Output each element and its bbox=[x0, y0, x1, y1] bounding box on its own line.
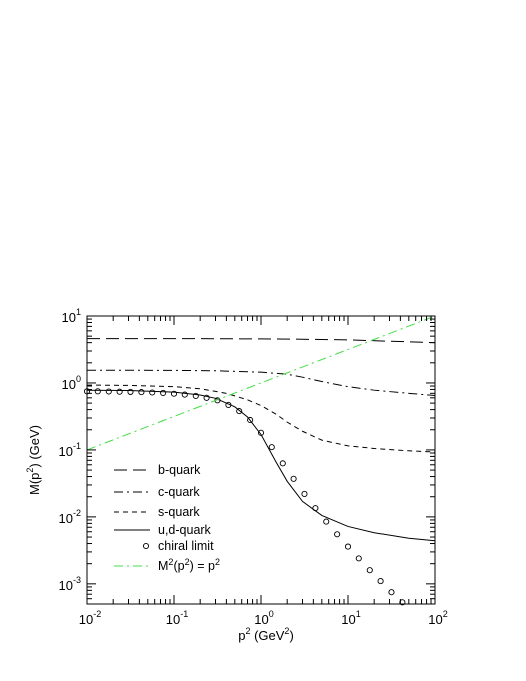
y-tick-label: 100 bbox=[62, 374, 81, 392]
chiral-limit-point bbox=[149, 389, 156, 396]
x-tick-label: 10-2 bbox=[79, 609, 101, 627]
chiral-limit-point bbox=[170, 390, 178, 397]
chiral-limit-point bbox=[399, 599, 406, 606]
y-tick-label: 10-2 bbox=[59, 508, 81, 526]
chiral-limit-point bbox=[334, 531, 341, 538]
x-axis-label: p2 (GeV2) bbox=[238, 626, 294, 643]
chiral-limit-point bbox=[388, 589, 395, 596]
plot-frame bbox=[86, 315, 436, 605]
legend-label-ud-quark: u,d-quark bbox=[158, 523, 212, 537]
y-tick-label: 10-1 bbox=[59, 441, 81, 459]
chiral-limit-point bbox=[268, 444, 275, 451]
ticks-layer bbox=[86, 315, 436, 605]
y-tick-label: 101 bbox=[62, 307, 81, 325]
chiral-limit-point bbox=[355, 555, 362, 562]
chiral-limit-point bbox=[257, 429, 265, 436]
chiral-limit-point bbox=[236, 408, 243, 415]
chiral-limit-point bbox=[344, 543, 352, 550]
series-line-u-d-quark bbox=[86, 389, 436, 542]
chiral-limit-point bbox=[366, 567, 373, 574]
chiral-limit-point bbox=[138, 389, 145, 396]
legend-label-b-quark: b-quark bbox=[158, 463, 201, 477]
chiral-limit-point bbox=[225, 401, 232, 408]
series-line-s-quark bbox=[86, 384, 436, 453]
legend-swatch-chiral-limit bbox=[142, 542, 150, 550]
series-line-b-quark bbox=[87, 338, 436, 344]
chiral-limit-point bbox=[181, 391, 188, 398]
legend-label-c-quark: c-quark bbox=[158, 485, 200, 499]
x-tick-label: 10-1 bbox=[166, 609, 188, 627]
x-tick-label: 101 bbox=[341, 609, 360, 627]
y-tick-label: 10-3 bbox=[59, 575, 81, 593]
chiral-limit-point bbox=[105, 388, 112, 395]
chiral-limit-point bbox=[94, 388, 101, 395]
chiral-limit-point bbox=[312, 505, 319, 512]
x-tick-label: 100 bbox=[254, 609, 273, 627]
chiral-limit-point bbox=[160, 389, 167, 396]
chiral-limit-point bbox=[192, 392, 199, 399]
chiral-limit-point bbox=[290, 475, 297, 482]
legend: b-quark c-quark s-quark u,d-quark chiral… bbox=[114, 463, 220, 573]
chiral-limit-point bbox=[247, 416, 254, 424]
chiral-limit-point bbox=[127, 388, 134, 395]
chiral-limit-point bbox=[377, 578, 384, 585]
chiral-limit-point bbox=[279, 460, 286, 467]
legend-label-s-quark: s-quark bbox=[158, 505, 200, 519]
x-tick-label: 102 bbox=[428, 609, 447, 627]
curves-layer bbox=[83, 315, 436, 606]
y-axis-label: M(p2) (GeV) bbox=[25, 425, 42, 495]
chiral-limit-point bbox=[116, 388, 123, 395]
chiral-limit-point bbox=[203, 394, 210, 401]
legend-label-m2-equals-p2: M2(p2) = p2 bbox=[158, 557, 220, 573]
series-line-c-quark bbox=[87, 369, 436, 396]
legend-label-chiral-limit: chiral limit bbox=[158, 539, 214, 553]
series-line-m2-equals-p2 bbox=[86, 315, 436, 451]
chiral-limit-point bbox=[301, 490, 308, 498]
chiral-limit-point bbox=[323, 518, 330, 525]
tick-labels-layer: 10-2 10-1 100 101 102 10-3 10-2 10-1 100 101 bbox=[59, 307, 448, 627]
